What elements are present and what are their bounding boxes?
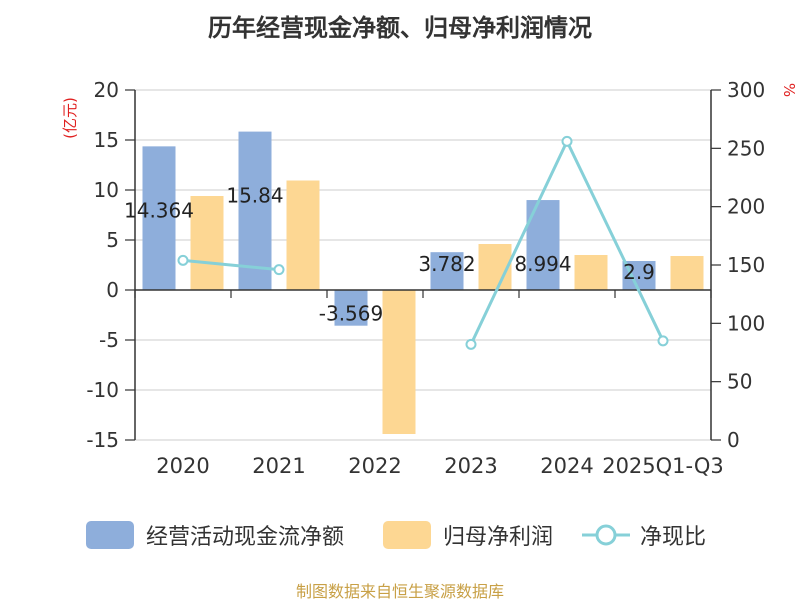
right-tick-label-3: 150 [727, 253, 765, 277]
right-tick-label-1: 250 [727, 136, 765, 160]
grid-lines [135, 89, 711, 441]
ratio-point-0 [177, 254, 189, 266]
legend-swatch-netprofit [383, 521, 431, 549]
legend-label-ratio: 净现比 [640, 525, 707, 550]
legend-swatch-ratio [582, 524, 630, 546]
ratio-point-3 [465, 338, 477, 350]
left-tick-label-5: -5 [99, 328, 119, 352]
bar-cashflow-3 [430, 252, 464, 290]
bar-cashflow-2 [334, 290, 368, 326]
ratio-point-1 [273, 264, 285, 276]
left-tick-label-1: 15 [94, 128, 119, 152]
category-label-2: 2022 [348, 454, 401, 478]
ratio-line [177, 135, 669, 350]
left-axis-label: (亿元) [61, 97, 79, 139]
bar-netprofit-2 [382, 290, 416, 434]
bar-netprofit-0 [190, 196, 224, 290]
right-tick-label-0: 300 [727, 78, 765, 102]
category-label-3: 2023 [444, 454, 497, 478]
category-label-4: 2024 [540, 454, 593, 478]
data-label-cashflow-1: 15.84 [226, 184, 283, 208]
data-label-cashflow-2: -3.569 [319, 302, 383, 326]
data-label-cashflow-5: 2.9 [623, 260, 655, 284]
right-tick-label-4: 100 [727, 311, 765, 335]
legend-label-cashflow: 经营活动现金流净额 [146, 525, 345, 550]
legend-label-netprofit: 归母净利润 [443, 525, 554, 550]
legend-item-netprofit[interactable]: 归母净利润 [383, 515, 553, 555]
source-note: 制图数据来自恒生聚源数据库 [295, 582, 504, 601]
left-tick-label-7: -15 [86, 428, 119, 452]
chart-title: 历年经营现金净额、归母净利润情况 [208, 14, 592, 42]
right-tick-label-2: 200 [727, 195, 765, 219]
ratio-line-segment [182, 258, 280, 272]
right-axis-label: % [780, 83, 798, 97]
legend: 经营活动现金流净额 归母净利润 净现比 [0, 515, 800, 555]
category-label-1: 2021 [252, 454, 305, 478]
category-label-5: 2025Q1-Q3 [602, 454, 724, 478]
data-label-cashflow-4: 8.994 [514, 252, 571, 276]
bar-netprofit-4 [574, 255, 608, 290]
data-label-cashflow-3: 3.782 [418, 252, 475, 276]
ratio-line-segment [469, 137, 665, 345]
left-tick-label-0: 20 [94, 78, 119, 102]
bar-netprofit-5 [670, 256, 704, 290]
legend-item-ratio[interactable]: 净现比 [582, 515, 706, 555]
data-label-cashflow-0: 14.364 [124, 198, 194, 222]
bar-netprofit-1 [286, 180, 320, 290]
bar-cashflow-1 [238, 131, 272, 290]
left-tick-label-6: -10 [86, 378, 119, 402]
right-tick-label-6: 0 [727, 428, 740, 452]
legend-item-cashflow[interactable]: 经营活动现金流净额 [86, 515, 344, 555]
left-tick-label-3: 5 [106, 228, 119, 252]
left-tick-label-2: 10 [94, 178, 119, 202]
data-labels: 14.364 15.84 -3.569 3.782 8.994 2.9 [124, 184, 655, 326]
legend-swatch-cashflow [86, 521, 134, 549]
bars [142, 131, 704, 434]
category-label-0: 2020 [156, 454, 209, 478]
ratio-point-5 [657, 335, 669, 347]
ratio-point-4 [561, 135, 573, 147]
left-tick-label-4: 0 [106, 278, 119, 302]
right-tick-label-5: 50 [727, 370, 752, 394]
bar-cashflow-0 [142, 146, 176, 290]
